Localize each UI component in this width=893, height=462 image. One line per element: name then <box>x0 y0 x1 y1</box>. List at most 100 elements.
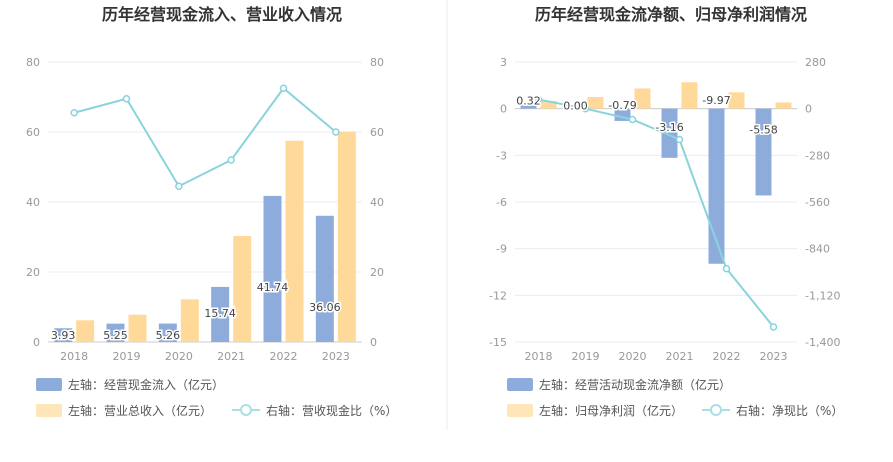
chart2-legend: 左轴：经营活动现金流净额（亿元） 左轴：归母净利润（亿元） 右轴：净现比（%） <box>507 377 843 418</box>
c2-bar-series2 <box>587 97 604 109</box>
legend-marker-ratio[interactable] <box>240 404 252 416</box>
c2-bar-series1 <box>755 108 772 196</box>
c2-left-tick: -15 <box>489 336 507 349</box>
c1-bar-series2 <box>128 314 147 342</box>
legend-swatch-net-cash[interactable] <box>507 378 533 391</box>
legend-net-ratio[interactable]: 右轴：净现比（%） <box>736 403 843 418</box>
c1-right-tick: 60 <box>370 126 384 139</box>
legend-net-profit[interactable]: 左轴：归母净利润（亿元） <box>539 403 683 418</box>
c1-bar-series1 <box>211 286 230 342</box>
c2-x-tick: 2019 <box>572 350 600 363</box>
c2-line-point <box>628 115 637 124</box>
c2-right-tick: -280 <box>805 149 830 162</box>
legend-swatch-revenue[interactable] <box>36 404 62 417</box>
chart2-plot: 3 0 -3 -6 -9 -12 -15 280 0 -280 -560 -840 -1,120 -1,4… <box>489 56 840 363</box>
c2-x-tick: 2023 <box>760 350 788 363</box>
c2-left-tick: -6 <box>496 196 507 209</box>
legend-cash-inflow[interactable]: 左轴：经营现金流入（亿元） <box>68 377 224 392</box>
c1-line-point <box>279 84 288 92</box>
c2-bar-series2 <box>775 102 792 109</box>
c2-bar-series2 <box>540 100 557 109</box>
legend-ratio[interactable]: 右轴：营收现金比（%） <box>266 403 397 418</box>
c2-bar-series2 <box>728 92 745 109</box>
c1-data-label: 36.06 <box>309 301 341 314</box>
c1-data-label: 5.26 <box>156 329 181 342</box>
chart2-title: 历年经营现金流净额、归母净利润情况 <box>535 5 807 24</box>
c2-bar-series2 <box>681 82 698 109</box>
c1-bar-series2 <box>76 320 95 342</box>
legend-swatch-cash-inflow[interactable] <box>36 378 62 391</box>
c1-data-label: 15.74 <box>204 307 236 320</box>
c1-right-tick: 0 <box>370 336 377 349</box>
c2-data-label: -0.79 <box>608 99 636 112</box>
c1-bar-series2 <box>180 299 199 342</box>
c2-line-series3 <box>538 98 775 328</box>
c2-left-tick: 3 <box>500 56 507 69</box>
c2-data-label: -5.58 <box>749 123 777 136</box>
c1-right-tick: 80 <box>370 56 384 69</box>
c1-data-label: 5.25 <box>103 329 128 342</box>
c2-bar-series1 <box>520 103 537 109</box>
c1-line-point <box>122 95 131 103</box>
c1-x-tick: 2020 <box>165 350 193 363</box>
c1-x-tick: 2023 <box>322 350 350 363</box>
c2-right-tick: 280 <box>805 56 826 69</box>
c2-left-tick: -9 <box>496 243 507 256</box>
c1-data-label: 3.93 <box>51 329 76 342</box>
c1-right-tick: 20 <box>370 266 384 279</box>
c2-bar-series1 <box>567 108 584 110</box>
legend-net-cash[interactable]: 左轴：经营活动现金流净额（亿元） <box>539 377 731 392</box>
c1-bar-series1 <box>54 328 73 342</box>
c2-left-tick: -3 <box>496 149 507 162</box>
c2-data-label: 0.32 <box>516 95 541 108</box>
legend-swatch-net-profit[interactable] <box>507 404 533 417</box>
c2-line-point <box>534 95 543 104</box>
c2-bar-series1 <box>708 108 725 264</box>
c1-x-tick: 2021 <box>217 350 245 363</box>
c1-bar-series2 <box>337 131 356 342</box>
c1-line-point <box>175 182 183 190</box>
c1-line-series3 <box>73 86 337 188</box>
chart1-legend: 左轴：经营现金流入（亿元） 左轴：营业总收入（亿元） 右轴：营收现金比（%） <box>36 377 397 418</box>
c2-x-tick: 2022 <box>713 350 741 363</box>
c1-bar-series1 <box>315 215 334 342</box>
c2-left-tick: -12 <box>489 289 507 302</box>
c2-data-label: 0.00 <box>563 100 588 113</box>
c2-x-tick: 2021 <box>666 350 694 363</box>
c2-right-tick: -1,400 <box>805 336 840 349</box>
c2-bar-series2 <box>634 88 651 109</box>
c2-data-label: -9.97 <box>702 94 730 107</box>
c2-right-tick: -1,120 <box>805 289 840 302</box>
c1-left-tick: 40 <box>26 196 40 209</box>
c1-line-point <box>332 128 340 136</box>
c2-left-tick: 0 <box>500 103 507 116</box>
legend-marker-net-ratio[interactable] <box>710 404 722 416</box>
c2-line-point <box>675 135 684 144</box>
c1-x-tick: 2019 <box>113 350 141 363</box>
c1-right-tick: 40 <box>370 196 384 209</box>
c2-line-point <box>581 104 590 113</box>
c1-bar-series1 <box>158 323 177 342</box>
chart1-title: 历年经营现金流入、营业收入情况 <box>102 5 342 24</box>
c1-bar-series2 <box>233 235 252 342</box>
c2-line-point <box>769 323 778 331</box>
c2-bar-series1 <box>661 108 678 158</box>
c2-x-tick: 2020 <box>619 350 647 363</box>
c1-left-tick: 20 <box>26 266 40 279</box>
c1-line-point <box>70 109 78 117</box>
legend-revenue[interactable]: 左轴：营业总收入（亿元） <box>68 403 212 418</box>
c1-x-tick: 2022 <box>270 350 298 363</box>
c1-left-tick: 60 <box>26 126 40 139</box>
c1-left-tick: 0 <box>33 336 40 349</box>
c2-data-label: -3.16 <box>655 121 683 134</box>
c2-right-tick: 0 <box>805 103 812 116</box>
c1-bar-series2 <box>285 140 304 342</box>
c1-left-tick: 80 <box>26 56 40 69</box>
c2-right-tick: -840 <box>805 243 830 256</box>
c1-line-point <box>227 156 235 164</box>
c2-line-point <box>722 264 731 273</box>
c2-x-tick: 2018 <box>525 350 553 363</box>
c1-x-tick: 2018 <box>60 350 88 363</box>
c1-bar-series1 <box>263 195 282 342</box>
